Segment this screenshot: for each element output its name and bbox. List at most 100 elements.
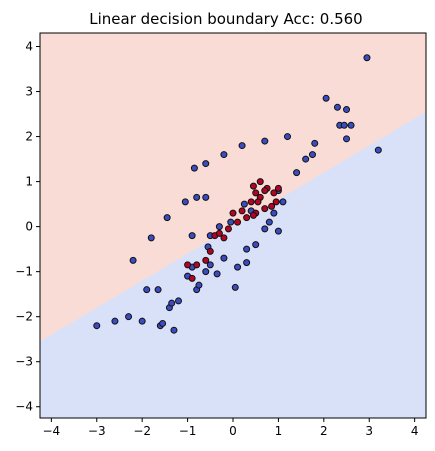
x-tick-label: −3 <box>88 424 106 438</box>
data-point-red <box>256 178 264 186</box>
data-point-blue <box>220 254 228 262</box>
data-point-red <box>234 218 242 226</box>
data-point-red <box>184 261 192 269</box>
data-point-red <box>247 198 255 206</box>
data-point-blue <box>238 142 246 150</box>
data-point-blue <box>279 198 287 206</box>
data-point-blue <box>190 164 198 172</box>
data-point-blue <box>143 286 151 294</box>
y-tick-label: 4 <box>25 40 33 54</box>
data-point-red <box>261 187 269 195</box>
y-tick-label: 3 <box>25 85 33 99</box>
chart-title: Linear decision boundary Acc: 0.560 <box>89 10 362 28</box>
data-point-blue <box>154 286 162 294</box>
data-point-blue <box>202 268 210 276</box>
data-point-blue <box>283 133 291 141</box>
data-point-blue <box>175 297 183 305</box>
x-tick-label: −2 <box>133 424 151 438</box>
upper-region <box>40 33 426 342</box>
data-point-red <box>238 207 246 215</box>
ticks-layer: −4 −3 −2 −1 0 1 2 3 4 −4 −3 −2 −1 0 1 2 3 4 <box>15 40 418 438</box>
y-tick-label: 1 <box>25 175 33 189</box>
data-point-blue <box>243 259 251 267</box>
data-point-blue <box>240 200 248 208</box>
data-point-blue <box>333 103 341 111</box>
data-point-red <box>243 214 251 222</box>
data-point-red <box>249 182 257 190</box>
data-point-blue <box>274 227 282 235</box>
y-tick-label: −3 <box>15 355 33 369</box>
data-point-blue <box>202 193 210 201</box>
data-point-blue <box>168 299 176 307</box>
data-point-red <box>274 184 282 192</box>
data-point-blue <box>188 232 196 240</box>
data-point-red <box>206 247 214 255</box>
data-point-red <box>254 198 262 206</box>
data-point-blue <box>193 193 201 201</box>
data-point-blue <box>293 169 301 177</box>
data-point-red <box>229 209 237 217</box>
data-point-red <box>224 225 232 233</box>
data-point-blue <box>243 245 251 253</box>
data-point-blue <box>343 106 351 114</box>
data-point-blue <box>129 256 137 264</box>
data-point-blue <box>147 234 155 242</box>
data-point-blue <box>181 198 189 206</box>
data-point-blue <box>308 151 316 159</box>
data-point-blue <box>270 209 278 217</box>
data-point-red <box>193 261 201 269</box>
data-point-blue <box>340 121 348 129</box>
data-point-red <box>272 198 280 206</box>
data-point-blue <box>125 313 133 321</box>
data-point-blue <box>202 160 210 168</box>
data-point-red <box>270 189 278 197</box>
data-point-blue <box>206 261 214 269</box>
x-tick-label: 4 <box>411 424 419 438</box>
data-point-blue <box>261 225 269 233</box>
data-point-red <box>249 211 257 219</box>
data-point-blue <box>252 241 260 249</box>
data-point-blue <box>195 281 203 289</box>
data-point-red <box>268 202 276 210</box>
data-point-blue <box>347 121 355 129</box>
x-tick-label: 3 <box>365 424 373 438</box>
data-point-blue <box>159 319 167 327</box>
y-tick-label: 2 <box>25 130 33 144</box>
data-point-blue <box>231 283 239 291</box>
y-tick-label: −1 <box>15 265 33 279</box>
data-point-blue <box>363 54 371 62</box>
data-point-blue <box>111 317 119 325</box>
x-tick-label: 2 <box>320 424 328 438</box>
data-point-red <box>215 229 223 237</box>
data-point-red <box>220 234 228 242</box>
data-point-red <box>261 205 269 213</box>
plot-area <box>40 33 426 418</box>
data-point-blue <box>302 155 310 163</box>
data-point-blue <box>265 218 273 226</box>
data-point-blue <box>213 270 221 278</box>
points-layer <box>93 54 382 334</box>
data-point-blue <box>322 94 330 102</box>
data-point-blue <box>234 263 242 271</box>
data-point-blue <box>215 223 223 231</box>
y-tick-label: −4 <box>15 400 33 414</box>
data-point-blue <box>163 214 171 222</box>
data-point-blue <box>220 151 228 159</box>
data-point-red <box>188 274 196 282</box>
x-tick-label: 0 <box>229 424 237 438</box>
data-point-blue <box>93 322 101 330</box>
x-tick-label: −1 <box>179 424 197 438</box>
x-tick-label: 1 <box>275 424 283 438</box>
data-point-blue <box>138 317 146 325</box>
data-point-blue <box>227 218 235 226</box>
x-tick-label: −4 <box>43 424 61 438</box>
data-point-red <box>202 256 210 264</box>
data-point-blue <box>374 146 382 154</box>
y-tick-label: 0 <box>25 220 33 234</box>
data-point-blue <box>170 326 178 334</box>
y-tick-label: −2 <box>15 310 33 324</box>
data-point-blue <box>261 137 269 145</box>
data-point-red <box>252 189 260 197</box>
data-point-blue <box>311 139 319 147</box>
